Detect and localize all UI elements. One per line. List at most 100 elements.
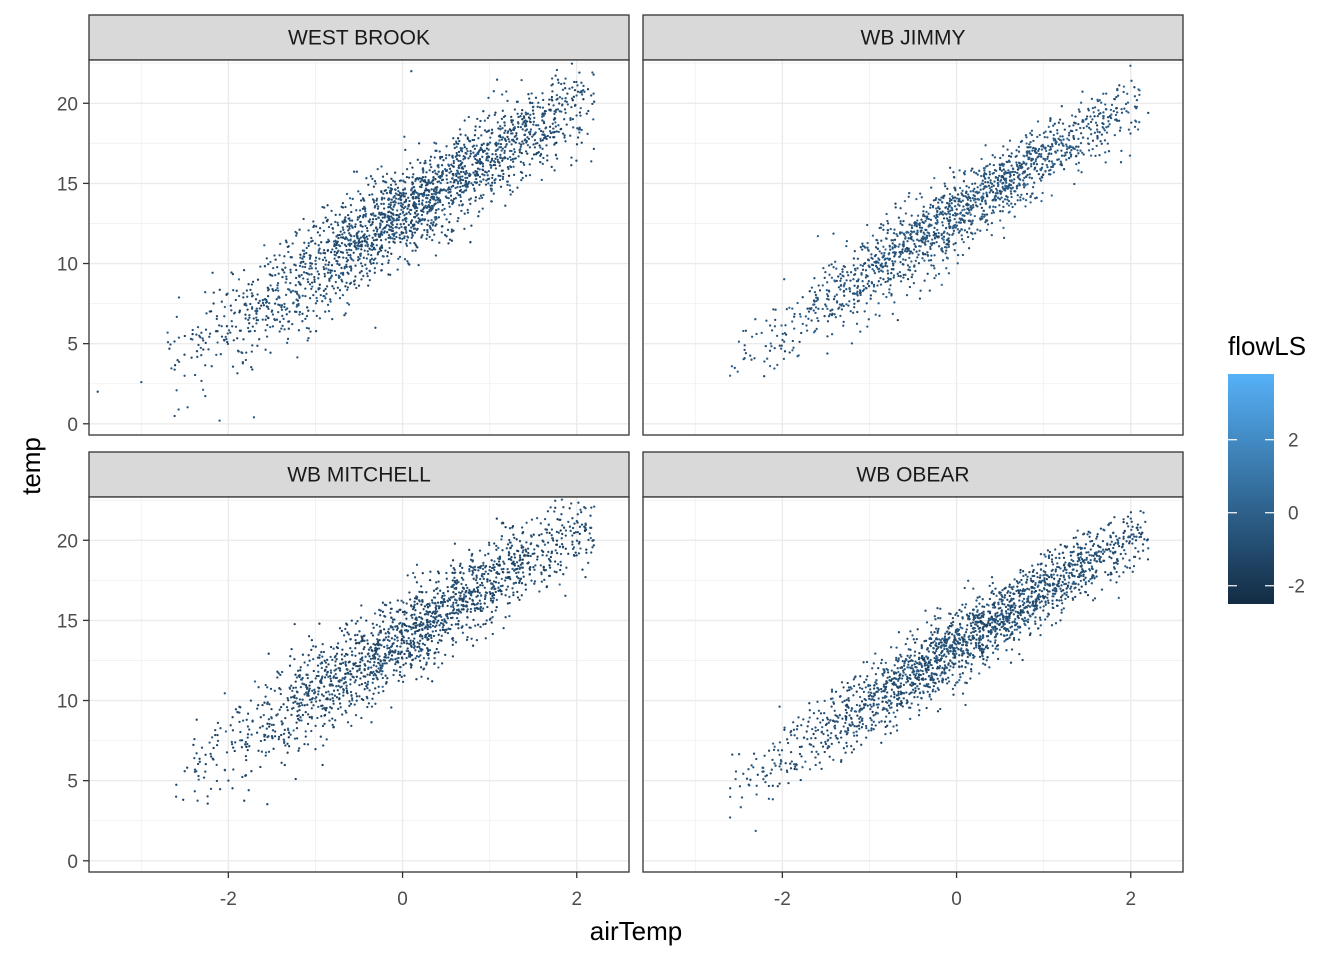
data-point (367, 284, 370, 287)
data-point (856, 267, 859, 270)
data-point (367, 220, 370, 223)
data-point (546, 134, 549, 138)
data-point (265, 335, 269, 338)
data-point (337, 249, 340, 252)
data-point (438, 624, 441, 627)
data-point (342, 228, 345, 231)
data-point (373, 267, 377, 270)
data-point (384, 674, 387, 677)
data-point (1089, 128, 1092, 131)
data-point (441, 178, 445, 181)
data-point (555, 68, 559, 72)
data-point (947, 272, 951, 275)
data-point (500, 568, 503, 571)
data-point (364, 224, 367, 228)
data-point (555, 108, 558, 111)
data-point (503, 121, 506, 124)
data-point (371, 622, 374, 625)
data-point (870, 256, 873, 259)
data-point (344, 660, 347, 664)
data-point (814, 306, 818, 309)
data-point (515, 571, 518, 575)
data-point (494, 142, 497, 146)
data-point (238, 720, 241, 724)
data-point (1073, 121, 1076, 124)
data-point (547, 103, 551, 106)
data-point (369, 175, 373, 178)
data-point (511, 123, 515, 126)
data-point (377, 647, 381, 650)
data-point (407, 223, 410, 227)
data-point (410, 627, 413, 631)
data-point (965, 185, 968, 188)
data-point (322, 294, 325, 298)
data-point (429, 155, 433, 158)
data-point (327, 263, 330, 267)
data-point (476, 588, 480, 592)
data-point (1022, 197, 1025, 200)
data-point (991, 209, 995, 212)
data-point (980, 174, 983, 178)
data-point (970, 208, 973, 211)
data-point (845, 288, 848, 291)
data-point (348, 700, 351, 703)
data-point (345, 667, 348, 671)
data-point (177, 336, 181, 339)
data-point (788, 306, 791, 309)
data-point (319, 293, 322, 297)
data-point (848, 290, 852, 293)
data-point (562, 573, 565, 576)
data-point (915, 197, 918, 201)
data-point (359, 199, 363, 202)
data-point (399, 652, 402, 656)
data-point (291, 289, 295, 293)
data-point (307, 309, 310, 312)
data-point (737, 340, 741, 343)
data-point (336, 223, 340, 227)
data-point (463, 212, 466, 215)
data-point (988, 205, 992, 208)
data-point (495, 548, 498, 551)
data-point (401, 622, 404, 625)
data-point (1079, 126, 1082, 130)
data-point (261, 318, 264, 321)
data-point (806, 307, 809, 310)
data-point (491, 632, 494, 636)
data-point (371, 697, 374, 700)
data-point (774, 318, 777, 322)
data-point (1078, 110, 1081, 113)
data-point (387, 656, 390, 659)
data-point (415, 678, 418, 681)
data-point (490, 128, 494, 131)
data-point (345, 192, 349, 196)
data-point (798, 340, 801, 344)
data-point (416, 192, 419, 195)
data-point (359, 660, 362, 664)
data-point (573, 88, 577, 92)
data-point (1017, 166, 1020, 169)
data-point (419, 161, 422, 165)
data-point (367, 648, 371, 651)
data-point (475, 574, 478, 577)
data-point (212, 746, 215, 750)
data-point (1042, 146, 1045, 149)
data-point (331, 717, 334, 720)
data-point (298, 310, 302, 314)
data-point (168, 347, 171, 350)
data-point (432, 188, 436, 191)
data-point (492, 580, 496, 583)
data-point (532, 112, 535, 115)
data-point (255, 310, 258, 313)
data-point (407, 196, 410, 199)
data-point (427, 613, 430, 616)
data-point (464, 184, 467, 188)
data-point (1079, 149, 1082, 152)
data-point (451, 579, 454, 582)
data-point (590, 506, 593, 509)
data-point (451, 164, 454, 168)
data-point (801, 322, 804, 326)
data-point (402, 191, 405, 194)
data-point (359, 224, 362, 227)
data-point (473, 147, 477, 151)
data-point (814, 311, 817, 315)
